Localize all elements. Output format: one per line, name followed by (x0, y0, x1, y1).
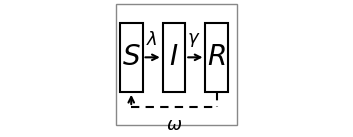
Text: $\lambda$: $\lambda$ (145, 31, 157, 48)
FancyBboxPatch shape (205, 23, 228, 92)
FancyBboxPatch shape (163, 23, 185, 92)
Text: $\omega$: $\omega$ (166, 116, 182, 134)
Text: $\it{S}$: $\it{S}$ (122, 44, 140, 71)
FancyBboxPatch shape (120, 23, 143, 92)
Text: $\it{I}$: $\it{I}$ (169, 44, 179, 71)
Text: $\gamma$: $\gamma$ (187, 31, 201, 48)
Text: $\it{R}$: $\it{R}$ (208, 44, 226, 71)
